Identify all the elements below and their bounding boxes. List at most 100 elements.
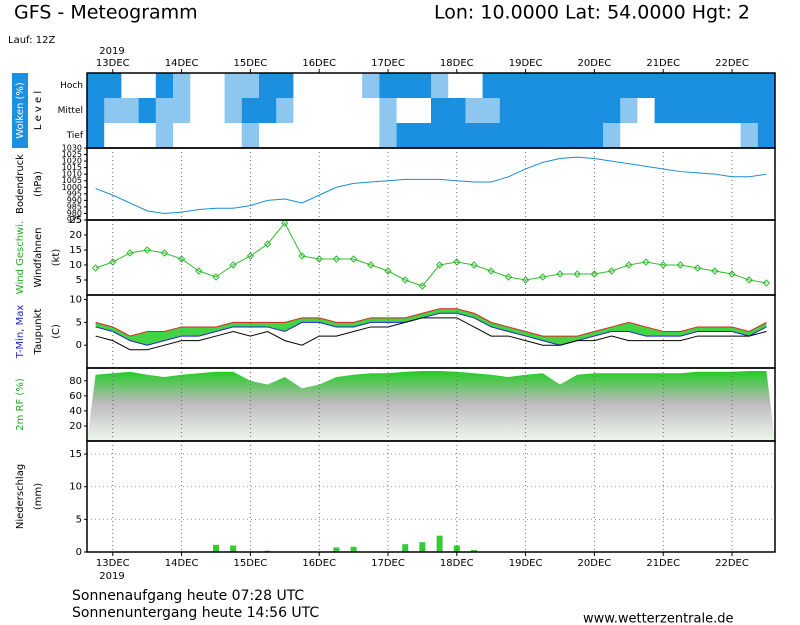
cloud-cell: [482, 123, 501, 149]
y-tick-label: 25: [69, 215, 82, 226]
marker: [693, 264, 702, 272]
cloud-cell: [345, 123, 363, 149]
y-axis-label: Wind Geschwi.: [15, 221, 26, 294]
x-tick-label: 16DEC: [302, 558, 336, 569]
cloud-cell: [740, 73, 759, 99]
cloud-cell: [310, 123, 329, 149]
cloud-cell: [173, 73, 191, 99]
line: [95, 317, 767, 351]
y-tick-label: 1005: [62, 176, 82, 185]
cloud-cell: [327, 73, 346, 99]
y-axis-label: (kt): [51, 249, 62, 267]
line: [95, 308, 767, 337]
cloud-cell: [568, 73, 587, 99]
cloud-cell: [757, 123, 776, 149]
y-axis-label: Bodendruck: [15, 154, 26, 214]
bar: [333, 547, 340, 552]
y-tick-label: 1025: [62, 150, 82, 159]
marker: [453, 258, 461, 266]
x-tick-label: 18DEC: [440, 558, 474, 569]
cloud-cell: [87, 73, 105, 99]
cloud-cell: [293, 73, 312, 99]
y-tick-label: 1015: [62, 163, 82, 172]
cloud-cell: [87, 123, 105, 149]
cloud-cell: [379, 98, 398, 124]
bar: [453, 545, 460, 552]
cloud-cell: [224, 73, 243, 99]
cloud-cell: [448, 123, 466, 149]
cloud-cell: [757, 73, 776, 99]
line: [95, 156, 767, 214]
x-tick-label: 15DEC: [234, 558, 268, 569]
cloud-cell: [671, 73, 690, 99]
marker: [625, 261, 633, 269]
cloud-cell: [689, 123, 707, 149]
cloud-cell: [637, 98, 656, 124]
y-tick-label: 15: [69, 245, 82, 256]
y-tick-label: 995: [67, 189, 82, 198]
x-tick-label: 14DEC: [165, 558, 199, 569]
x-tick-label: 13DEC: [96, 58, 130, 69]
cloud-cell: [310, 98, 329, 124]
marker: [573, 270, 581, 278]
cloud-cell: [740, 123, 759, 149]
marker: [470, 261, 478, 269]
cloud-cell: [224, 123, 243, 149]
marker: [642, 258, 650, 266]
cloud-cell: [190, 123, 208, 149]
cloud-cell: [482, 98, 501, 124]
cloud-cell: [276, 123, 294, 149]
y-tick-label: 80: [69, 376, 82, 387]
y-tick-label: 10: [69, 260, 82, 271]
marker: [487, 267, 495, 275]
bar: [230, 545, 237, 552]
panel-frame: [86, 147, 776, 221]
cloud-cell: [87, 98, 105, 124]
marker: [143, 246, 151, 254]
cloud-cell: [413, 73, 432, 99]
y-tick-label: 5: [76, 514, 82, 525]
x-tick-label: 17DEC: [371, 58, 405, 69]
marker: [590, 270, 599, 278]
cloud-cell: [448, 98, 466, 124]
cloud-cell: [689, 73, 707, 99]
cloud-cell: [138, 98, 157, 124]
x-tick-label: 16DEC: [302, 58, 336, 69]
marker: [229, 261, 237, 269]
x-tick-label: 20DEC: [578, 558, 612, 569]
cloud-cell: [671, 123, 690, 149]
cloud-cell: [121, 98, 140, 124]
x-tick-label: 17DEC: [371, 558, 405, 569]
cloud-cell: [585, 123, 604, 149]
line: [95, 312, 767, 346]
cloud-cell: [155, 98, 174, 124]
cloud-cell: [499, 73, 518, 99]
cloud-cell: [362, 123, 380, 149]
cloud-cell: [293, 123, 312, 149]
cloud-cell: [603, 123, 621, 149]
y-tick-label: 1030: [62, 144, 82, 153]
cloud-cell: [499, 123, 518, 149]
cloud-cell: [241, 73, 260, 99]
cloud-cell: [689, 98, 707, 124]
cloud-cell: [413, 123, 432, 149]
year: 2019: [99, 46, 124, 57]
cloud-cell: [723, 73, 742, 99]
x-tick-label: 22DEC: [715, 558, 749, 569]
y-tick-label: 0: [76, 340, 82, 351]
cloud-cell: [310, 73, 329, 99]
location: Lon: 10.0000 Lat: 54.0000 Hgt: 2: [434, 2, 750, 24]
cloud-cell: [121, 123, 140, 149]
marker: [177, 255, 186, 263]
y-axis-label: (hPa): [33, 171, 44, 197]
y-axis-label: Wolken (%): [15, 82, 26, 139]
marker: [281, 219, 289, 227]
x-tick-label: 13DEC: [96, 558, 130, 569]
y-tick-label: 1000: [62, 183, 82, 192]
y-tick-label: 20: [69, 421, 82, 432]
cloud-cell: [379, 123, 398, 149]
cloud-cell: [465, 123, 484, 149]
cloud-cell: [482, 73, 501, 99]
cloud-cell: [654, 98, 673, 124]
